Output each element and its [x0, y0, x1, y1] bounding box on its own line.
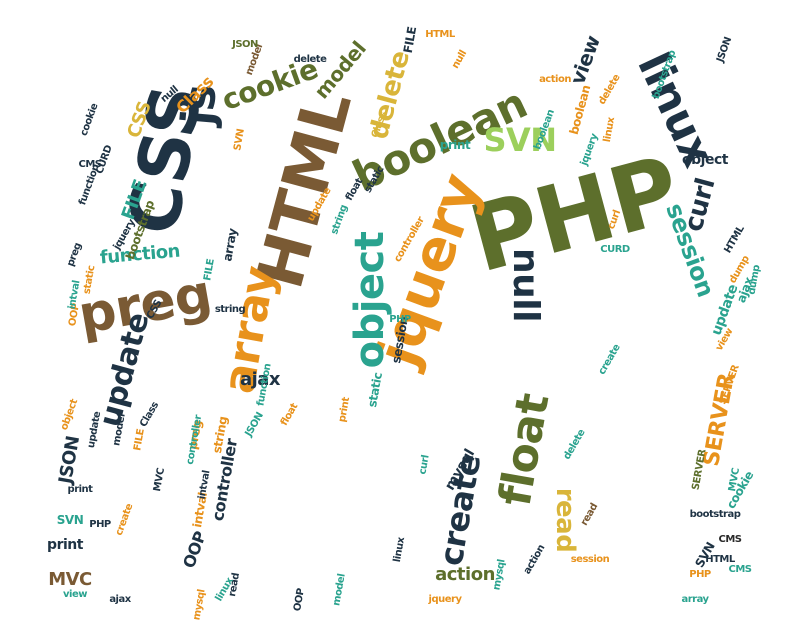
cloud-word: dump: [746, 264, 763, 296]
cloud-word: ajax: [239, 369, 281, 390]
cloud-word: FILE: [202, 258, 217, 282]
cloud-word: array: [681, 594, 709, 605]
cloud-word: CMS: [78, 159, 103, 170]
cloud-word: JSON: [243, 410, 266, 439]
cloud-word: Class: [138, 400, 162, 430]
cloud-word: float: [278, 401, 301, 428]
cloud-word: PHP: [689, 569, 711, 580]
cloud-word: MVC: [152, 467, 167, 493]
cloud-word: array: [220, 227, 240, 263]
cloud-word: ajax: [109, 594, 131, 605]
cloud-word: controller: [184, 414, 205, 466]
cloud-word: delete: [561, 427, 588, 462]
cloud-word: delete: [293, 54, 327, 65]
cloud-word: view: [63, 589, 87, 600]
cloud-word: PHP: [459, 135, 691, 294]
cloud-word: action: [539, 74, 571, 85]
cloud-word: action: [435, 564, 495, 585]
cloud-word: float: [489, 389, 560, 510]
cloud-word: view: [565, 32, 605, 88]
cloud-word: delete: [596, 72, 623, 107]
cloud-word: cookie: [78, 102, 101, 138]
cloud-word: MVC: [48, 569, 92, 590]
cloud-word: linux: [601, 116, 618, 144]
cloud-word: model: [309, 36, 371, 104]
cloud-word: session: [570, 554, 610, 565]
cloud-word: FILE: [400, 25, 420, 55]
cloud-word: JSON: [714, 35, 735, 64]
cloud-word: HTML: [705, 554, 735, 565]
cloud-word: read: [578, 501, 601, 528]
cloud-word: boolean: [566, 83, 594, 137]
cloud-word: HTML: [722, 224, 747, 256]
cloud-word: OOP: [179, 528, 210, 571]
cloud-word: CMS: [728, 564, 753, 575]
cloud-word: string: [214, 304, 246, 315]
cloud-word: preg: [65, 241, 84, 269]
cloud-word: PHP: [89, 519, 111, 530]
cloud-word: intval: [196, 469, 213, 501]
cloud-word: action: [521, 543, 548, 577]
cloud-word: null: [505, 248, 546, 322]
cloud-word: HTML: [243, 83, 367, 297]
cloud-word: FILE: [132, 428, 147, 452]
cloud-word: create: [113, 502, 136, 538]
cloud-word: CURD: [600, 244, 630, 255]
cloud-word: print: [336, 396, 353, 424]
cloud-word: bootstrap: [689, 509, 741, 520]
cloud-word: object: [347, 231, 393, 369]
cloud-word: print: [47, 537, 83, 553]
cloud-word: SERVER: [690, 448, 709, 492]
cloud-word: JSON: [54, 434, 85, 486]
cloud-word: curl: [417, 454, 432, 476]
cloud-word: print: [439, 138, 471, 152]
cloud-word: create: [596, 342, 623, 377]
cloud-word: JSON: [232, 39, 258, 50]
cloud-word: OOP: [292, 587, 307, 613]
cloud-word: curl: [678, 175, 722, 235]
cloud-word: SVN: [56, 513, 84, 527]
cloud-word: object: [682, 152, 728, 168]
cloud-word: model: [331, 573, 348, 607]
cloud-word: jquery: [428, 594, 462, 605]
cloud-word: null: [450, 48, 470, 71]
cloud-word: print: [67, 484, 93, 495]
cloud-word: read: [550, 487, 580, 553]
cloud-word: HTML: [425, 29, 455, 40]
cloud-word: update: [85, 410, 104, 449]
cloud-word: object: [58, 397, 81, 432]
cloud-word: CMS: [718, 534, 743, 545]
cloud-word: static: [365, 371, 385, 409]
cloud-word: PHP: [389, 314, 411, 325]
cloud-word: SVN: [483, 121, 557, 159]
cloud-word: linux: [391, 536, 408, 564]
cloud-word: SVN: [232, 128, 247, 152]
cloud-word: mysql: [191, 588, 208, 622]
